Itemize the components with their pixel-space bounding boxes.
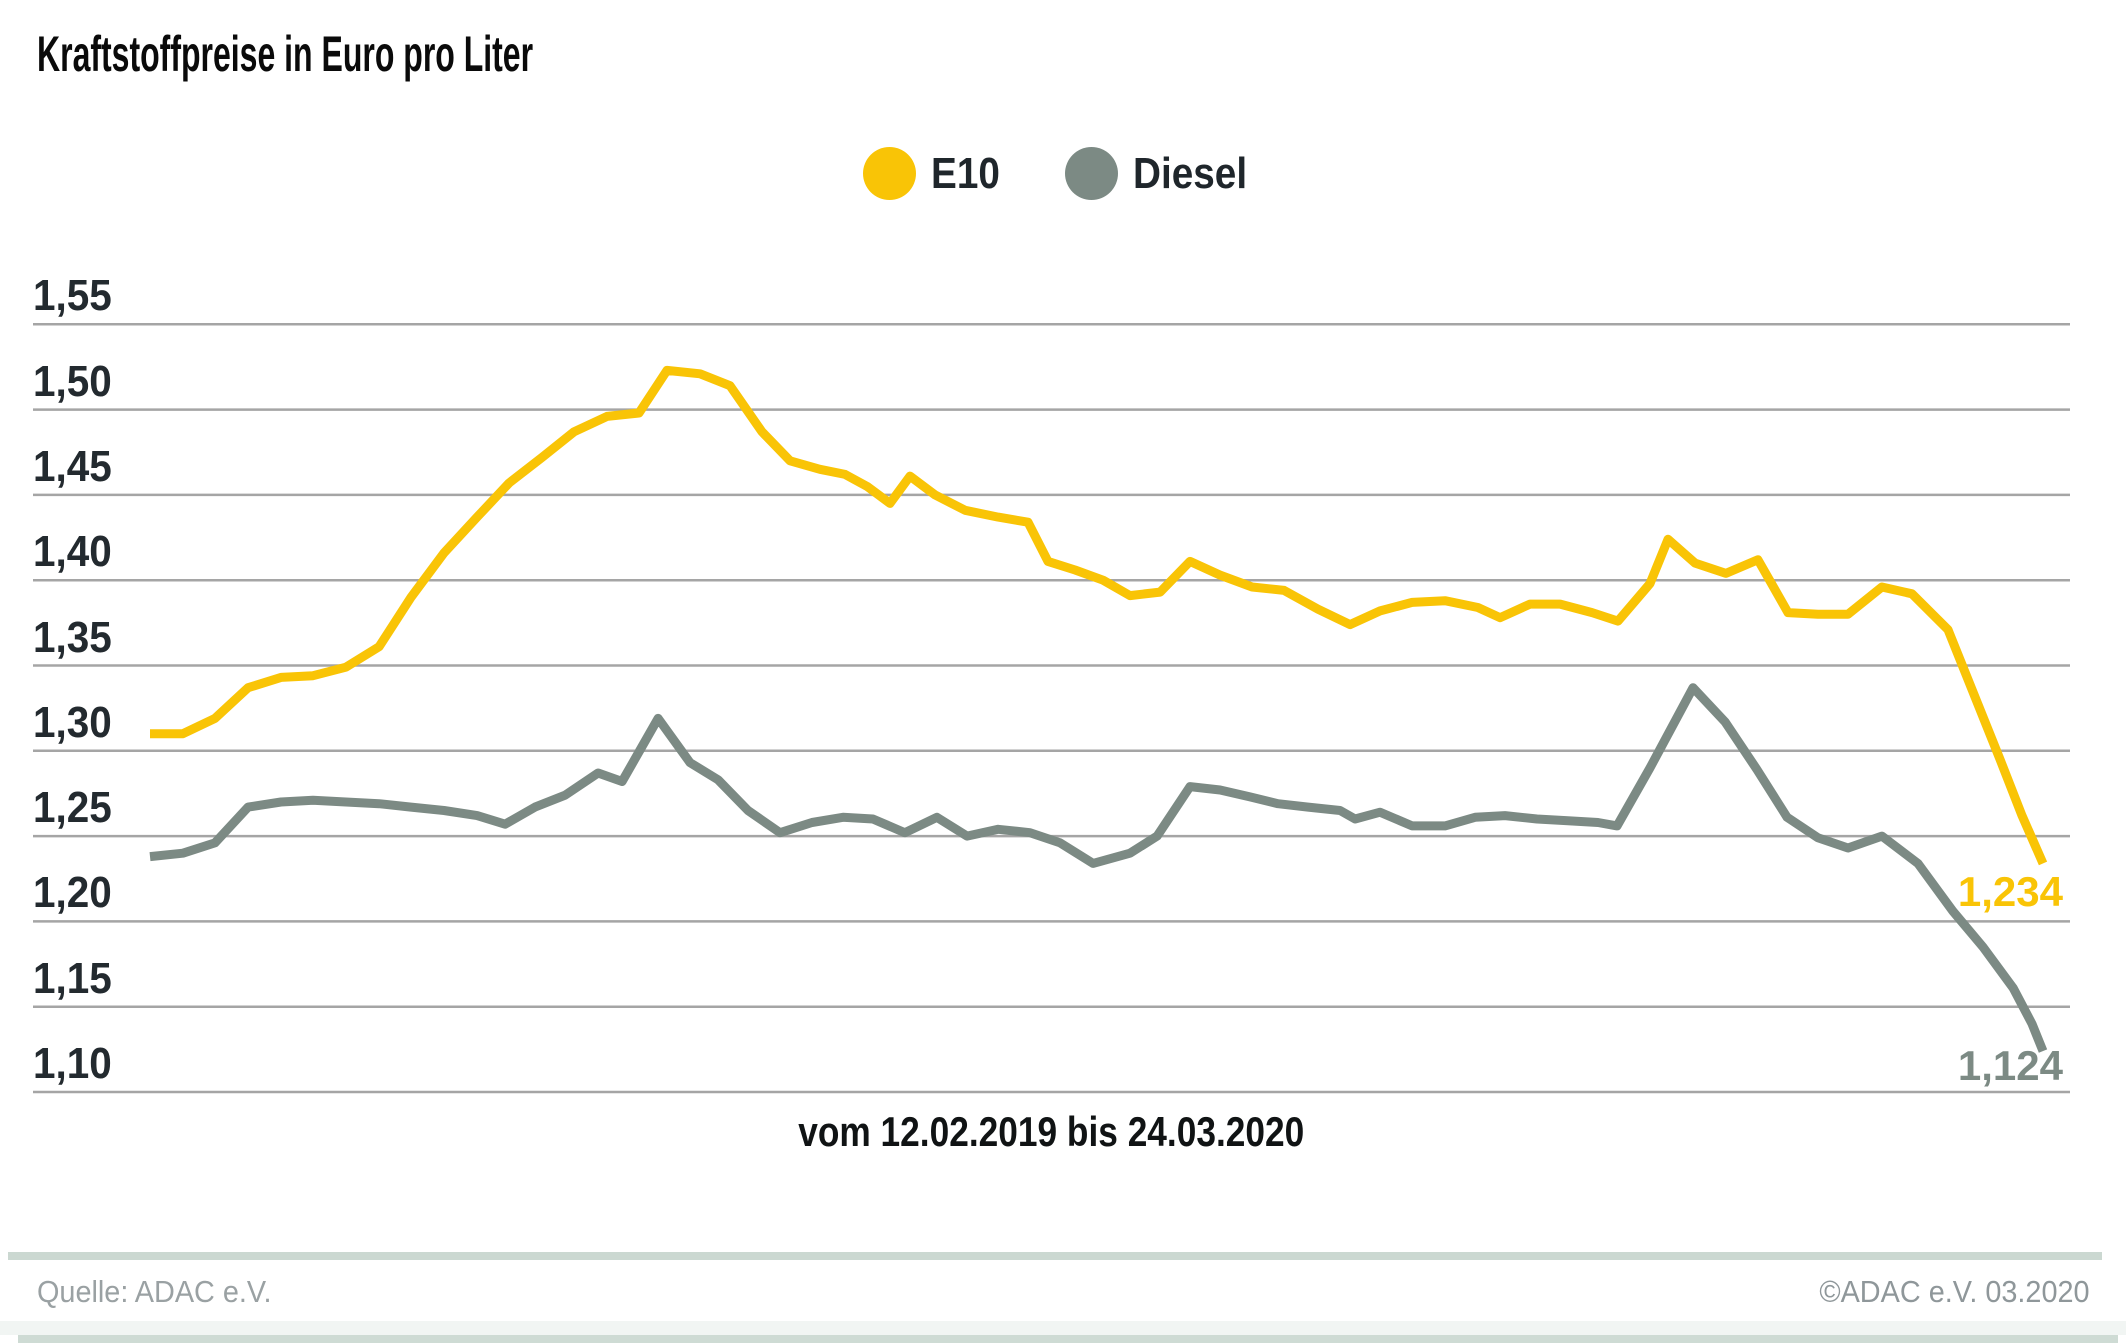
- legend-item-diesel: Diesel: [1065, 147, 1263, 200]
- copyright-note: ©ADAC e.V. 03.2020: [1819, 1274, 2090, 1309]
- y-tick-label: 1,40: [33, 527, 112, 577]
- y-tick-label: 1,10: [33, 1039, 112, 1088]
- diesel-series-dot-icon: [1065, 147, 1119, 200]
- x-axis-label: vom 12.02.2019 bis 24.03.2020: [797, 1108, 1305, 1155]
- legend-label-e10: E10: [931, 149, 1000, 198]
- e10-series-dot-icon: [863, 147, 917, 200]
- y-tick-label: 1,15: [33, 953, 112, 1003]
- y-tick-label: 1,45: [33, 441, 112, 491]
- y-tick-label: 1,50: [33, 356, 112, 406]
- diesel-final-value-label: 1,124: [1957, 1042, 2063, 1089]
- y-tick-label: 1,35: [33, 612, 112, 662]
- bottom-strip: [0, 1321, 2126, 1335]
- y-tick-label: 1,55: [33, 271, 112, 321]
- x-axis-label-row: vom 12.02.2019 bis 24.03.2020: [0, 1108, 2102, 1156]
- bottom-bar: [18, 1335, 2118, 1343]
- legend-item-e10: E10: [863, 147, 1009, 200]
- legend-label-diesel: Diesel: [1133, 149, 1248, 198]
- y-tick-label: 1,30: [33, 697, 112, 747]
- y-tick-label: 1,20: [33, 868, 112, 918]
- chart-title: Kraftstoffpreise in Euro pro Liter: [37, 26, 534, 82]
- diesel-series-line: [149, 683, 2048, 1053]
- source-note: Quelle: ADAC e.V.: [37, 1274, 272, 1309]
- e10-final-value-label: 1,234: [1957, 868, 2063, 915]
- legend: E10 Diesel: [0, 147, 2126, 200]
- e10-series-line: [150, 365, 2048, 866]
- y-tick-label: 1,25: [33, 783, 112, 833]
- footer-divider: [8, 1252, 2102, 1260]
